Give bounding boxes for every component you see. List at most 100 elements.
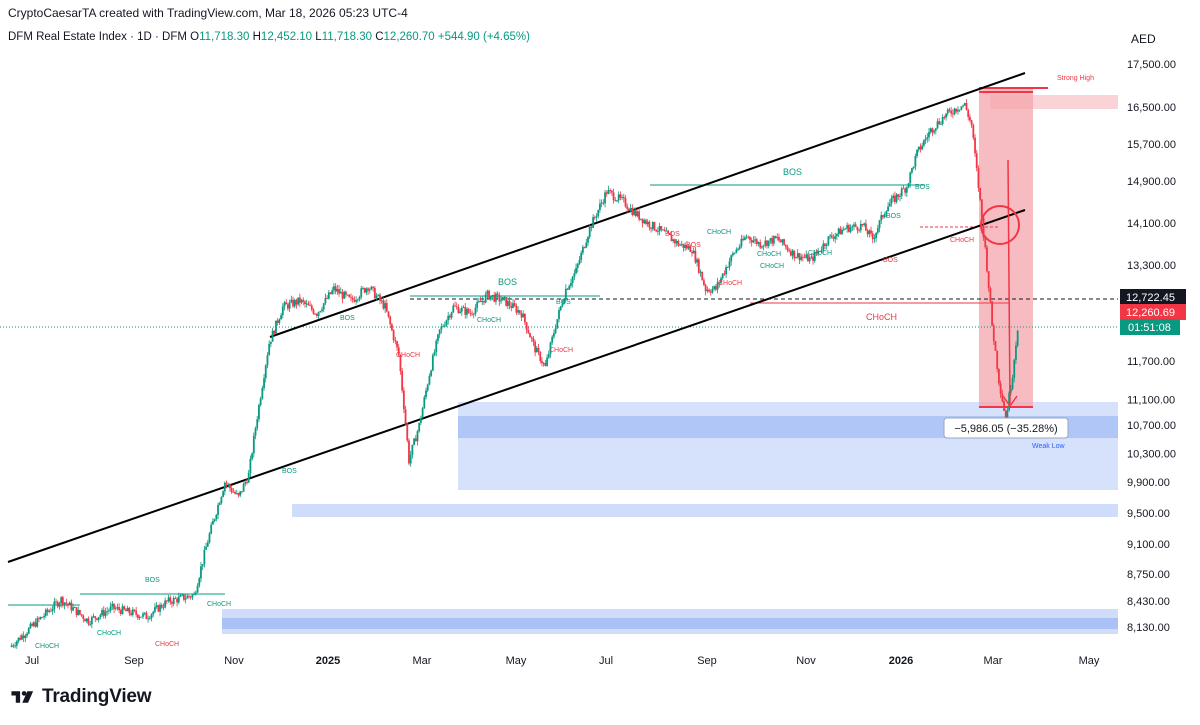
x-tick-label: Jul (599, 655, 613, 667)
candle-body (996, 350, 999, 370)
candle-body (159, 604, 161, 612)
symbol-title[interactable]: DFM Real Estate Index · 1D · DFM (8, 31, 187, 43)
candle-body (150, 614, 153, 619)
candle-body (392, 330, 395, 341)
candle-body (416, 431, 419, 442)
candle-body (275, 320, 277, 334)
candle-body (653, 222, 656, 230)
choch-label: CHoCH (396, 352, 420, 359)
demand-zone-large (458, 402, 1118, 490)
candle-body (375, 295, 378, 299)
candle-body (870, 230, 872, 234)
candle-body (556, 319, 559, 329)
candle-body (184, 598, 187, 600)
candle-body (962, 105, 964, 107)
candle-body (951, 113, 954, 115)
candle-body (355, 299, 358, 302)
candle-body (643, 220, 646, 224)
candle-body (396, 341, 398, 348)
candle-body (459, 311, 462, 314)
candle-body (789, 251, 792, 256)
x-tick-label: Mar (984, 655, 1003, 667)
candle-body (292, 299, 294, 307)
candle-body (382, 300, 385, 309)
candle-body (830, 235, 833, 238)
candle-body (423, 397, 426, 409)
candle-body (230, 488, 233, 492)
drop-measure-box (979, 88, 1033, 408)
candle-body (314, 313, 317, 315)
candle-body (718, 282, 721, 284)
candle-body (145, 612, 148, 619)
candle-body (247, 473, 250, 483)
candle-body (812, 256, 814, 261)
candle-body (818, 251, 821, 252)
candle-body (1013, 359, 1016, 378)
candle-body (909, 172, 912, 184)
candle-body (1015, 345, 1017, 360)
candle-body (481, 300, 484, 303)
candle-body (343, 291, 346, 299)
bos-label: BOS (145, 577, 160, 584)
candle-body (576, 263, 579, 268)
price-label-key-level-text: 12,722.45 (1126, 292, 1175, 304)
candle-body (704, 284, 707, 292)
candle-body (571, 276, 574, 283)
chart-canvas[interactable]: BOS BOS BOS BOS BOS BOS BOS BOS BOS BOS … (0, 0, 1200, 680)
candle-body (460, 307, 463, 312)
candle-body (885, 211, 888, 215)
candle-body (454, 305, 456, 307)
candle-body (495, 293, 497, 302)
candle-body (900, 188, 903, 197)
candle-body (713, 286, 716, 289)
candle-body (229, 484, 231, 489)
bos-label: BOS (883, 257, 898, 264)
candle-body (421, 408, 424, 419)
candle-body (684, 245, 687, 249)
channel-upper (269, 72, 1026, 338)
bos-label: BOS (886, 213, 901, 220)
candle-body (385, 303, 388, 312)
price-label-countdown-text: 01:51:08 (1128, 322, 1171, 334)
price-label-bg (1120, 289, 1186, 305)
choch-label: CHoCH (950, 237, 974, 244)
candle-body (936, 121, 939, 129)
candle-body (269, 341, 272, 344)
candle-body (285, 302, 288, 305)
candle-body (907, 183, 910, 188)
candle-body (871, 233, 874, 240)
candle-body (293, 300, 296, 307)
candle-body (189, 596, 192, 598)
candle-body (486, 290, 489, 295)
candle-body (892, 195, 895, 199)
candle-body (1001, 393, 1004, 402)
price-axis: 17,500.00 16,500.00 15,700.00 14,900.00 14,1… (1127, 59, 1176, 634)
candle-body (302, 299, 305, 302)
candle-body (172, 598, 175, 604)
candle-body (198, 578, 201, 586)
candle-body (287, 304, 289, 309)
candle-body (703, 280, 705, 285)
choch-label: CHoCH (207, 601, 231, 608)
change-value: +544.90 (+4.65%) (437, 31, 530, 43)
candle-body (829, 235, 832, 237)
candle-body (607, 189, 610, 194)
candle-body (614, 200, 617, 202)
candle-body (211, 521, 214, 525)
candle-body (367, 288, 369, 291)
tradingview-logo[interactable]: TradingView (10, 686, 152, 708)
candle-body (967, 109, 970, 117)
candle-body (588, 226, 591, 237)
x-tick-label: Nov (796, 655, 816, 667)
candle-body (815, 252, 818, 254)
candle-body (96, 618, 98, 620)
candle-body (256, 419, 259, 429)
candle-body (834, 235, 837, 239)
candle-body (50, 610, 52, 612)
candle-body (154, 607, 156, 612)
candle-body (99, 614, 102, 618)
candle-body (464, 307, 467, 315)
candle-body (868, 230, 871, 235)
candle-body (201, 564, 204, 567)
candle-body (537, 347, 540, 352)
